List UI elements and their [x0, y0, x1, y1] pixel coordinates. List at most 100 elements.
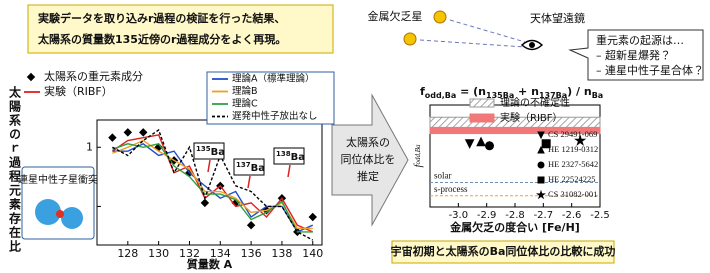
title-part: + n — [514, 85, 539, 98]
telescope-label: 天体望遠鏡 — [530, 11, 585, 25]
x-tick-label: 132 — [179, 247, 200, 260]
marker — [139, 128, 148, 137]
x-tick-label: -2.7 — [534, 210, 554, 221]
annotation-part: 138 — [276, 150, 291, 158]
star-icon — [433, 10, 447, 24]
legend-label: 理論B — [232, 85, 258, 97]
legend-marker — [535, 189, 547, 200]
x-tick-label: 128 — [117, 247, 138, 260]
arrow-text: 太陽系の — [346, 136, 390, 149]
annotation: 138Ba — [276, 150, 305, 163]
chart-title: fodd,Ba = (n135Ba + n137Ba) / nBa — [420, 85, 603, 100]
conclusion: 宇宙初期と太陽系のBa同位体比の比較に成功 — [391, 244, 616, 258]
collision — [56, 210, 64, 218]
legend-marker — [537, 145, 545, 154]
arrow-text: 同位体比を — [341, 152, 396, 166]
title-part: ) / n — [567, 85, 592, 98]
annotation-box — [233, 158, 265, 176]
marker — [308, 212, 317, 222]
y-axis-label-part: odd,Ba — [414, 144, 422, 165]
legend-swatch — [469, 98, 495, 108]
x-tick-label: 140 — [302, 247, 323, 260]
plot-frame — [96, 119, 323, 246]
series-line — [112, 139, 313, 230]
annotation-arrow — [247, 175, 251, 189]
legend-marker — [537, 176, 545, 184]
annotation-part: 135 — [196, 145, 211, 153]
legend-marker — [537, 131, 545, 140]
marker — [108, 133, 117, 142]
legend-label: HE 1219-0312 — [548, 144, 598, 154]
x-tick-label: -2.5 — [590, 210, 610, 221]
x-axis-label: 質量数 A — [187, 257, 233, 271]
annotation: 135Ba — [196, 145, 225, 158]
title-part: odd,Ba — [425, 91, 456, 100]
observation: 金属欠乏星 天体望遠鏡 重元素の起源は… – 超新星爆発？ – 連星中性子星合体… — [368, 9, 704, 81]
bubble-line: – 超新星爆発？ — [596, 48, 671, 62]
legend-label: HE 22524225 — [548, 174, 595, 184]
y-tick-label: 1 — [86, 140, 93, 153]
title-part: 135Ba — [486, 91, 514, 100]
x-tick-label: -3.0 — [449, 210, 469, 221]
x-tick-label: 130 — [148, 247, 169, 260]
legend-label: HE 2327-5642 — [548, 159, 598, 169]
title-part: 137Ba — [539, 91, 567, 100]
series-line — [112, 142, 313, 233]
marker — [464, 139, 475, 149]
inset-label: 連星中性子星衝突 — [18, 173, 98, 186]
star-label: 金属欠乏星 — [368, 9, 423, 23]
x-tick-label: 134 — [210, 247, 231, 260]
y-axis-label: fodd,Ba — [412, 144, 424, 168]
legend-label: 理論C — [232, 98, 258, 110]
marker — [574, 134, 587, 146]
neutron-star — [35, 199, 61, 225]
sight-line — [449, 19, 526, 43]
bubble-line: – 連星中性子星合体？ — [596, 63, 704, 77]
legend-marker — [537, 161, 545, 169]
speech-bubble — [568, 29, 704, 81]
annotation-part: Ba — [211, 147, 225, 158]
arrow — [331, 93, 409, 227]
conclusion-box — [391, 240, 615, 264]
legend-box — [206, 71, 335, 125]
marker — [541, 139, 551, 149]
arrow-text: 推定 — [357, 169, 379, 183]
legend-marker — [26, 72, 36, 82]
bubble-line: 重元素の起源は… — [596, 33, 684, 47]
x-tick-label: -2.8 — [505, 210, 525, 221]
annotation-part: 137 — [236, 161, 251, 169]
title-part: f — [420, 85, 425, 98]
reference-label: solar — [434, 171, 452, 181]
x-tick-label: -2.6 — [562, 210, 582, 221]
annotation-box — [193, 142, 225, 160]
x-axis-label: 金属欠乏の度合い [Fe/H] — [450, 220, 580, 234]
legend-swatch — [469, 113, 495, 123]
marker — [476, 136, 486, 147]
x-tick-label: -2.9 — [477, 210, 497, 221]
band — [429, 126, 601, 135]
annotation-box — [273, 147, 305, 165]
star-icon — [403, 32, 417, 46]
annotation: 137Ba — [236, 161, 265, 174]
legend-label: 遅発中性子放出なし — [232, 110, 318, 122]
eye-pupil — [529, 42, 535, 48]
reference-label: s-process — [434, 184, 468, 194]
y-axis-label: 太陽系のｒ過程元素存在比 — [8, 85, 22, 254]
x-tick-label: 138 — [271, 247, 292, 260]
legend-label: 実験（RIBF） — [44, 84, 113, 98]
marker — [246, 220, 256, 230]
annotation-arrow — [287, 164, 291, 178]
caption-line: 実験データを取り込みr過程の検証を行った結果、 — [38, 11, 285, 25]
legend-label: 理論の不確定性 — [500, 96, 570, 109]
x-tick-label: 136 — [241, 247, 262, 260]
y-axis-label-part: f — [412, 163, 424, 168]
sight-line — [419, 39, 526, 48]
title-part: = (n — [456, 85, 486, 98]
marker — [123, 128, 133, 137]
legend-label: 実験（RIBF） — [500, 111, 563, 124]
legend-label: 理論A（標準理論） — [232, 73, 315, 85]
legend-label: 太陽系の重元素成分 — [44, 69, 143, 83]
annotation-arrow — [207, 159, 211, 173]
